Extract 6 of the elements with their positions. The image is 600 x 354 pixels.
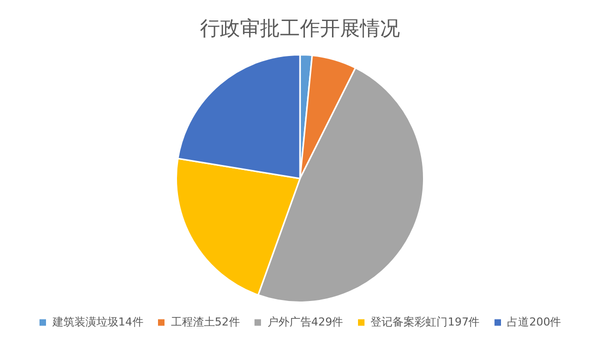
chart-title: 行政审批工作开展情况 bbox=[200, 16, 400, 40]
legend-label: 建筑装潢垃圾14件 bbox=[51, 315, 144, 328]
legend-label: 工程渣土52件 bbox=[170, 315, 240, 328]
legend-label: 登记备案彩虹门197件 bbox=[370, 315, 480, 328]
legend-label: 占道200件 bbox=[507, 315, 562, 328]
legend-label: 户外广告429件 bbox=[267, 315, 344, 328]
